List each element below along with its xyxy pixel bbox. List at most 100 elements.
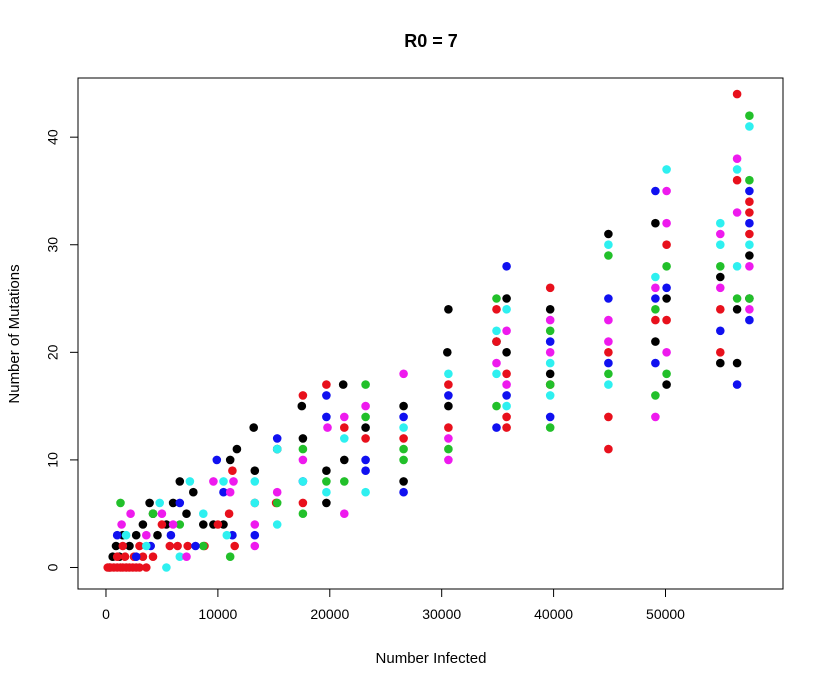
data-point-magenta — [250, 541, 260, 551]
data-point-blue — [732, 380, 742, 389]
data-point-magenta — [662, 186, 671, 196]
data-point-cyan — [250, 498, 260, 508]
data-point-black — [322, 466, 331, 476]
x-tick-label: 20000 — [310, 606, 349, 622]
data-point-blue — [745, 186, 754, 196]
data-point-blue — [191, 541, 200, 551]
data-point-red — [224, 509, 234, 518]
data-point-cyan — [298, 477, 308, 486]
data-point-black — [502, 294, 511, 303]
data-point-cyan — [745, 240, 754, 249]
data-point-magenta — [604, 315, 613, 325]
data-point-black — [153, 530, 162, 540]
data-point-blue — [745, 218, 754, 228]
data-point-blue — [272, 434, 282, 443]
data-point-red — [157, 520, 167, 529]
x-tick-label: 0 — [102, 606, 110, 622]
data-point-magenta — [604, 337, 613, 346]
data-point-green — [399, 455, 408, 465]
data-point-red — [662, 240, 671, 249]
x-tick-label: 30000 — [422, 606, 461, 622]
data-point-red — [502, 423, 511, 432]
data-point-red — [298, 391, 308, 400]
data-point-cyan — [502, 401, 511, 411]
data-point-cyan — [272, 444, 282, 454]
data-point-green — [545, 326, 555, 336]
data-point-red — [732, 175, 742, 185]
y-tick-label: 0 — [45, 563, 61, 571]
data-point-cyan — [250, 477, 260, 486]
data-point-cyan — [545, 358, 555, 368]
data-point-cyan — [155, 498, 164, 508]
data-point-magenta — [323, 423, 332, 432]
data-point-red — [230, 541, 239, 551]
data-point-magenta — [651, 283, 660, 293]
data-point-green — [322, 477, 331, 486]
data-point-red — [173, 541, 182, 551]
data-point-magenta — [716, 283, 725, 293]
data-point-black — [716, 358, 725, 368]
data-point-black — [168, 498, 178, 508]
data-point-red — [745, 197, 754, 206]
x-axis-title: Number Infected — [376, 650, 487, 667]
data-point-cyan — [651, 272, 660, 282]
x-tick-label: 40000 — [534, 606, 573, 622]
data-point-red — [120, 552, 130, 561]
data-point-green — [651, 305, 660, 314]
data-point-red — [502, 412, 511, 422]
data-point-magenta — [545, 348, 555, 357]
data-point-black — [732, 305, 742, 314]
data-point-magenta — [502, 326, 511, 336]
data-point-black — [131, 530, 141, 540]
data-point-red — [361, 434, 370, 443]
data-point-black — [298, 434, 308, 443]
data-point-red — [148, 552, 158, 561]
data-point-black — [444, 305, 453, 314]
data-point-blue — [444, 391, 453, 400]
data-point-green — [662, 369, 671, 379]
data-point-blue — [112, 530, 122, 540]
data-point-red — [745, 208, 754, 217]
data-point-black — [175, 477, 185, 486]
data-point-blue — [545, 337, 555, 346]
data-point-red — [340, 423, 349, 432]
data-point-cyan — [142, 541, 151, 551]
data-point-cyan — [219, 477, 228, 486]
data-point-blue — [175, 498, 185, 508]
data-point-red — [492, 305, 501, 314]
data-point-magenta — [340, 509, 349, 518]
data-point-red — [298, 498, 308, 508]
data-point-red — [745, 229, 754, 239]
data-point-black — [502, 348, 511, 357]
data-point-cyan — [444, 369, 453, 379]
data-point-green — [225, 552, 235, 561]
data-point-magenta — [662, 218, 671, 228]
data-point-green — [399, 444, 408, 454]
data-point-red — [135, 563, 144, 572]
data-point-black — [604, 229, 613, 239]
data-point-green — [444, 444, 453, 454]
data-point-magenta — [444, 455, 453, 465]
y-tick-label: 40 — [45, 129, 61, 145]
data-point-black — [443, 348, 452, 357]
data-point-magenta — [229, 477, 238, 486]
data-point-red — [444, 380, 453, 389]
data-point-cyan — [199, 509, 208, 518]
data-point-black — [444, 401, 453, 411]
data-point-red — [604, 412, 613, 422]
data-point-magenta — [209, 477, 218, 486]
data-point-cyan — [732, 262, 742, 271]
data-point-red — [716, 305, 725, 314]
data-point-black — [182, 509, 191, 518]
data-point-cyan — [272, 520, 282, 529]
data-point-red — [165, 541, 175, 551]
data-point-green — [361, 412, 370, 422]
data-point-blue — [399, 412, 408, 422]
data-point-magenta — [745, 305, 754, 314]
data-point-green — [651, 391, 660, 400]
data-point-green — [604, 251, 613, 260]
data-point-magenta — [117, 520, 126, 529]
data-point-cyan — [340, 434, 349, 443]
data-point-magenta — [444, 434, 453, 443]
